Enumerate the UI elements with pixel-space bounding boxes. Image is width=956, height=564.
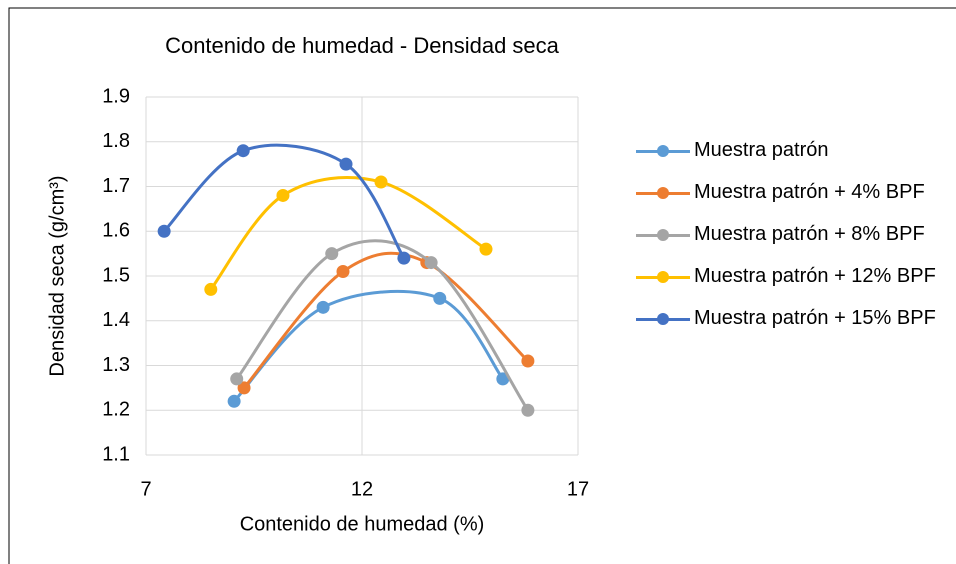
x-tick-label: 7 [140, 478, 151, 500]
legend-entry: Muestra patrón + 8% BPF [636, 222, 944, 246]
legend-marker [657, 271, 669, 283]
data-point [316, 300, 330, 314]
legend-entry: Muestra patrón + 4% BPF [636, 180, 944, 204]
y-tick-label: 1.5 [102, 264, 130, 286]
legend-entry: Muestra patrón + 12% BPF [636, 264, 944, 288]
legend: Muestra patrón Muestra patrón + 4% BPF Mue… [636, 138, 936, 348]
legend-marker [657, 145, 669, 157]
y-tick-label: 1.2 [102, 399, 130, 421]
data-point [339, 157, 353, 171]
y-tick-label: 1.8 [102, 130, 130, 152]
data-point [424, 256, 438, 270]
legend-label: Muestra patrón + 12% BPF [694, 265, 936, 287]
legend-entry: Muestra patrón + 15% BPF [636, 306, 944, 330]
legend-label: Muestra patrón + 4% BPF [694, 181, 925, 203]
y-tick-label: 1.3 [102, 354, 130, 376]
y-tick-label: 1.7 [102, 175, 130, 197]
legend-entry: Muestra patrón [636, 138, 944, 162]
data-point [336, 265, 350, 279]
x-tick-label: 12 [351, 478, 373, 500]
series-line [242, 251, 529, 389]
legend-marker [657, 187, 669, 199]
data-point [521, 354, 535, 368]
data-point [433, 291, 447, 305]
data-point [157, 224, 171, 238]
data-point [397, 251, 411, 265]
y-tick-label: 1.9 [102, 85, 130, 107]
y-tick-label: 1.1 [102, 443, 130, 465]
data-point [204, 282, 218, 296]
y-axis-title: Densidad seca (g/cm³) [46, 175, 68, 376]
data-point [325, 247, 339, 261]
data-point [496, 372, 510, 386]
data-point [237, 381, 251, 395]
data-point [227, 394, 241, 408]
chart-title: Contenido de humedad - Densidad seca [165, 33, 560, 58]
legend-marker [657, 229, 669, 241]
x-tick-label: 17 [567, 478, 589, 500]
data-point [521, 403, 535, 417]
data-point [276, 188, 290, 202]
data-point [236, 144, 250, 158]
data-point [374, 175, 388, 189]
data-point [230, 372, 244, 386]
series-line [163, 143, 406, 259]
chart-border [8, 7, 956, 564]
legend-label: Muestra patrón [694, 139, 829, 161]
series-line [209, 176, 487, 291]
legend-label: Muestra patrón + 8% BPF [694, 223, 925, 245]
data-point [479, 242, 493, 256]
legend-marker [657, 313, 669, 325]
y-tick-label: 1.4 [102, 309, 130, 331]
y-tick-label: 1.6 [102, 220, 130, 242]
x-axis-title: Contenido de humedad (%) [240, 513, 485, 535]
legend-label: Muestra patrón + 15% BPF [694, 307, 936, 329]
series-line [235, 239, 530, 412]
